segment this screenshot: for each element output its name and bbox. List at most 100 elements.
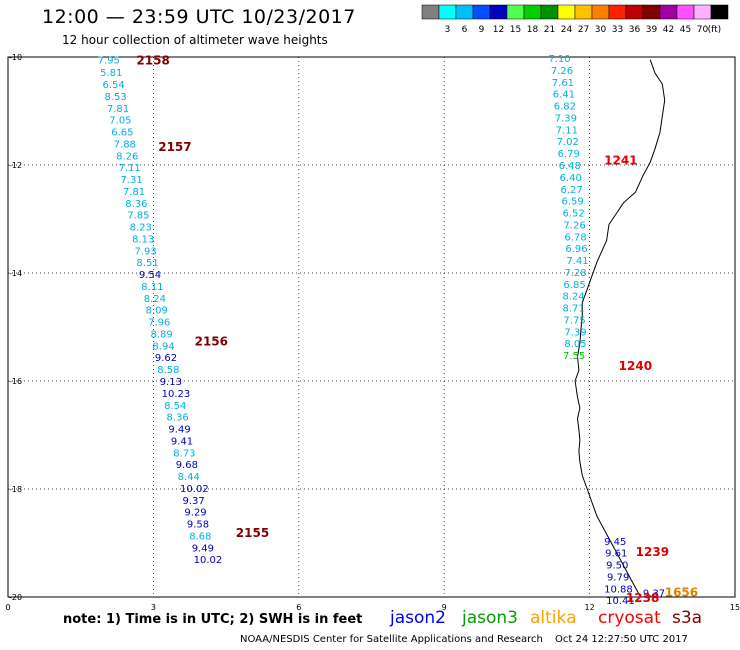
- colorbar-label: 21: [544, 25, 555, 35]
- wave-height-value: 10.02: [194, 555, 223, 566]
- wave-height-value: 10.41: [606, 596, 635, 607]
- track-id-label: 1239: [636, 545, 669, 559]
- mission-jason2: jason2: [390, 608, 446, 628]
- wave-height-value: 8.54: [164, 401, 186, 412]
- wave-height-value: 9.79: [607, 572, 629, 583]
- wave-height-value: 6.27: [561, 185, 583, 196]
- wave-height-value: 7.39: [564, 327, 586, 338]
- mission-cryosat: cryosat: [598, 608, 661, 628]
- wave-height-value: 9.37: [182, 496, 204, 507]
- colorbar-unit: (ft): [708, 25, 722, 35]
- credit-line: NOAA/NESDIS Center for Satellite Applica…: [240, 634, 543, 645]
- track-id-label: 2158: [136, 54, 169, 68]
- altimeter-map: 0 3 6 9 12 15-10-12-14-16-18-207.955.816.548.…: [5, 53, 740, 610]
- wave-height-value: 6.82: [554, 102, 576, 113]
- wave-height-value: 6.96: [565, 244, 587, 255]
- wave-height-value: 8.36: [125, 199, 147, 210]
- wave-height-value: 8.68: [189, 531, 211, 542]
- wave-height-value: 7.75: [563, 315, 585, 326]
- wave-height-value: 7.02: [557, 137, 579, 148]
- wave-height-value: 8.05: [564, 339, 586, 350]
- map-subtitle: 12 hour collection of altimeter wave hei…: [62, 33, 328, 47]
- colorbar-label: 9: [479, 25, 485, 35]
- wave-height-value: 7.39: [555, 113, 577, 124]
- colorbar-label: 12: [493, 25, 504, 35]
- colorbar-label: 39: [646, 25, 658, 35]
- x-tick-label: 3: [151, 603, 156, 610]
- footnote: note: 1) Time is in UTC; 2) SWH is in fe…: [63, 612, 363, 627]
- wave-height-value: 7.05: [109, 116, 131, 127]
- track-id-label: 1240: [619, 359, 652, 373]
- wave-height-value: 9.50: [606, 561, 628, 572]
- generated-timestamp: Oct 24 12:27:50 UTC 2017: [555, 634, 688, 645]
- wave-height-value: 6.65: [111, 128, 133, 139]
- wave-height-value: 8.73: [173, 448, 195, 459]
- wave-height-value: 6.41: [553, 90, 575, 101]
- wave-height-value: 7.28: [564, 268, 586, 279]
- mission-altika: altika: [530, 608, 577, 628]
- wave-height-value: 9.13: [160, 377, 182, 388]
- colorbar-label: 45: [680, 25, 691, 35]
- wave-height-value: 10.02: [180, 484, 209, 495]
- wave-height-value: 8.94: [152, 341, 174, 352]
- wave-height-value: 9.61: [605, 549, 627, 560]
- colorbar-label: 33: [612, 25, 623, 35]
- wave-height-value: 7.81: [123, 187, 145, 198]
- map-frame: [7, 56, 736, 598]
- wave-height-value: 8.26: [116, 151, 138, 162]
- wave-height-value: 6.79: [558, 149, 580, 160]
- wave-height-value: 6.85: [563, 280, 585, 291]
- y-tick-label: -18: [9, 485, 22, 494]
- wave-height-value: 7.93: [134, 246, 156, 257]
- coastline: [574, 59, 666, 598]
- wave-height-value: 9.54: [139, 270, 161, 281]
- wave-height-value: 9.58: [187, 520, 209, 531]
- x-tick-label: 12: [585, 603, 595, 610]
- wave-height-value: 8.44: [178, 472, 200, 483]
- wave-height-value: 7.85: [127, 211, 149, 222]
- mission-jason3: jason3: [462, 608, 518, 628]
- y-tick-label: -16: [9, 377, 22, 386]
- wave-height-value: 9.45: [604, 537, 626, 548]
- wave-height-value: 7.81: [107, 104, 129, 115]
- wave-height-value: 7.41: [566, 256, 588, 267]
- wave-height-value: 7.31: [120, 175, 142, 186]
- y-tick-label: -10: [9, 53, 22, 62]
- wave-height-value: 8.89: [150, 329, 172, 340]
- wave-height-value: 9.68: [176, 460, 198, 471]
- wave-height-value: 6.54: [103, 80, 125, 91]
- wave-height-value: 9.29: [184, 508, 206, 519]
- colorbar-label: 36: [629, 25, 641, 35]
- wave-height-value: 7.55: [563, 351, 585, 362]
- wave-height-value: 8.13: [132, 234, 154, 245]
- wave-height-value: 10.88: [604, 584, 633, 595]
- wave-height-value: 6.40: [560, 173, 582, 184]
- colorbar-label: 27: [578, 25, 589, 35]
- x-tick-label: 0: [5, 603, 10, 610]
- wave-height-value: 5.81: [100, 68, 122, 79]
- wave-height-value: 6.52: [562, 209, 584, 220]
- colorbar-label: 42: [663, 25, 674, 35]
- wave-height-value: 7.61: [552, 78, 574, 89]
- wave-height-value: 9.62: [155, 353, 177, 364]
- wave-height-value: 8.71: [562, 304, 584, 315]
- wave-height-value: 8.09: [146, 306, 168, 317]
- colorbar-label: 18: [527, 25, 539, 35]
- x-tick-label: 6: [296, 603, 301, 610]
- y-tick-label: -12: [9, 161, 22, 170]
- mission-s3a: s3a: [672, 608, 703, 628]
- colorbar-label: 24: [561, 25, 573, 35]
- wave-height-value: 7.11: [119, 163, 141, 174]
- x-tick-label: 15: [730, 603, 740, 610]
- wave-height-value: 7.26: [551, 66, 573, 77]
- wave-height-value: 10.23: [162, 389, 191, 400]
- wave-height-value: 8.51: [136, 258, 158, 269]
- y-tick-label: -14: [9, 269, 22, 278]
- wave-height-value: 7.95: [98, 56, 120, 67]
- track-id-label: 2157: [158, 140, 191, 154]
- wave-height-value: 7.10: [548, 54, 570, 65]
- wave-height-value: 7.26: [563, 220, 585, 231]
- map-title: 12:00 — 23:59 UTC 10/23/2017: [42, 6, 356, 28]
- wave-height-value: 7.96: [148, 318, 170, 329]
- wave-height-value: 9.37: [643, 589, 665, 600]
